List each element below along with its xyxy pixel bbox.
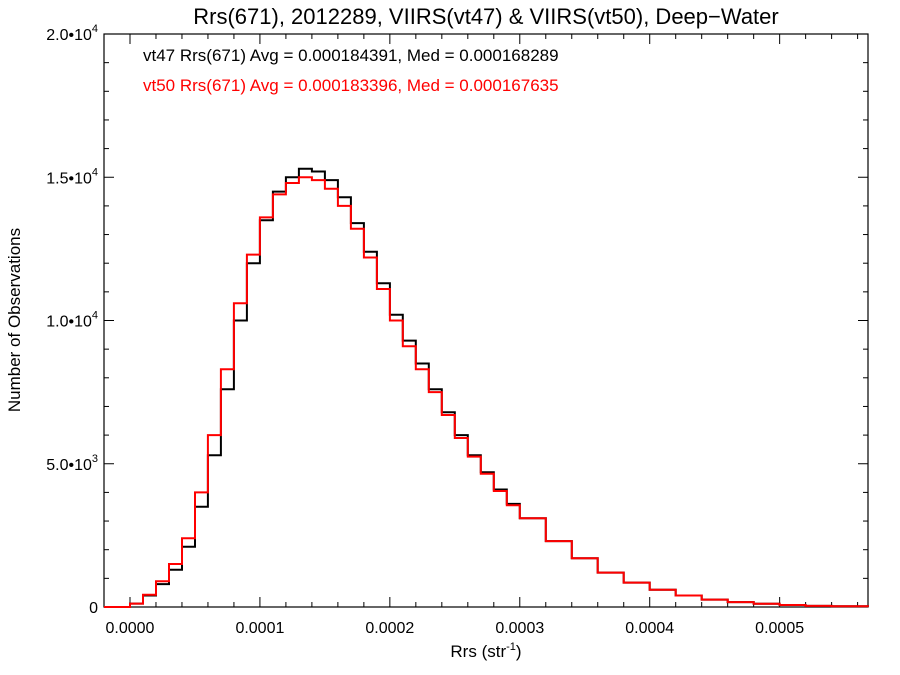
x-tick-label: 0.0004 <box>625 620 674 637</box>
y-tick-label: 1.5•104 <box>46 166 98 187</box>
y-tick-exponent: 4 <box>92 23 98 35</box>
x-axis-label-close: ) <box>516 642 522 661</box>
x-axis-label: Rrs (str-1) <box>450 641 521 661</box>
x-tick-label: 0.0002 <box>365 620 414 637</box>
y-axis-label: Number of Observations <box>5 228 24 412</box>
x-tick-label: 0.0001 <box>235 620 284 637</box>
y-tick-exponent: 4 <box>92 310 98 322</box>
stats-annotation: vt47 Rrs(671) Avg = 0.000184391, Med = 0… <box>143 46 559 65</box>
chart-title: Rrs(671), 2012289, VIIRS(vt47) & VIIRS(v… <box>193 4 778 29</box>
x-axis-label-exponent: -1 <box>506 641 516 653</box>
y-tick-label: 1.0•104 <box>46 310 98 331</box>
x-tick-label: 0.0003 <box>495 620 544 637</box>
y-tick-exponent: 4 <box>92 166 98 178</box>
y-tick-label: 5.0•103 <box>46 453 98 474</box>
y-tick-exponent: 3 <box>92 453 98 465</box>
x-tick-label: 0.0000 <box>106 620 155 637</box>
y-tick-mantissa: 2.0•10 <box>46 27 92 44</box>
stats-annotation: vt50 Rrs(671) Avg = 0.000183396, Med = 0… <box>143 76 559 95</box>
y-tick-mantissa: 1.0•10 <box>46 314 92 331</box>
y-tick-mantissa: 0 <box>89 600 98 617</box>
series-line-vt50 <box>104 176 869 608</box>
series-line-vt47 <box>104 167 869 608</box>
y-tick-label: 2.0•104 <box>46 23 98 44</box>
plot-frame <box>103 33 869 608</box>
y-tick-mantissa: 5.0•10 <box>46 457 92 474</box>
x-axis-label-main: Rrs (str <box>450 642 506 661</box>
y-tick-label: 0 <box>89 600 98 617</box>
y-tick-mantissa: 1.5•10 <box>46 170 92 187</box>
x-tick-label: 0.0005 <box>755 620 804 637</box>
